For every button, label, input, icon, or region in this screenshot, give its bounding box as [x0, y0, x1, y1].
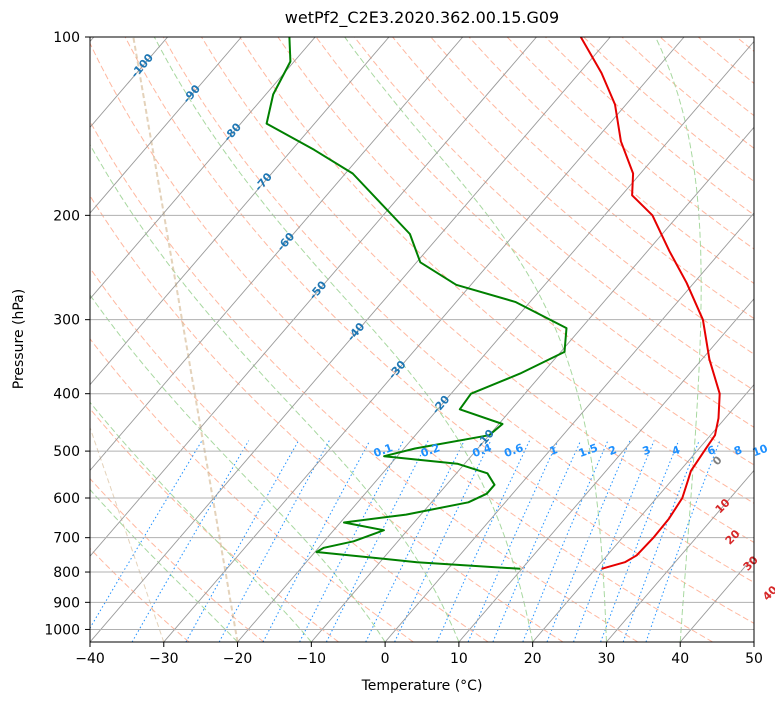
x-tick-label: −30 — [149, 651, 179, 667]
mixing-ratio-line — [365, 440, 465, 642]
x-tick-label: 50 — [745, 651, 763, 667]
isotherm — [90, 37, 390, 386]
mixing-ratio-label: 0.6 — [502, 441, 525, 460]
mixing-ratio-line — [622, 440, 700, 642]
mixing-ratio-label: 0.4 — [471, 441, 494, 460]
moist-adiabat — [655, 37, 702, 642]
mixing-ratio-line — [522, 440, 609, 642]
y-tick-label: 400 — [53, 387, 80, 403]
isotherm — [310, 126, 754, 642]
x-tick-label: −40 — [75, 651, 105, 667]
isotherm — [384, 212, 754, 642]
isotherm — [90, 37, 316, 300]
mixing-ratio-line — [131, 440, 250, 642]
chart-title: wetPf2_C2E3.2020.362.00.15.G09 — [284, 8, 560, 27]
dry-adiabat — [430, 37, 754, 320]
isotherm — [237, 40, 754, 642]
plot-background — [90, 37, 754, 642]
mixing-ratio-label: 0.1 — [372, 441, 395, 460]
mixing-ratio-line — [90, 440, 203, 630]
dry-adiabat — [354, 37, 754, 391]
dry-adiabat — [90, 477, 265, 642]
background-lines — [90, 37, 754, 642]
saturation-curve — [132, 37, 239, 642]
mixing-ratio-line — [185, 440, 300, 642]
isotherm — [606, 469, 754, 642]
mixing-ratio-line — [325, 440, 429, 642]
x-tick-label: −10 — [297, 651, 327, 667]
saturation-curve — [90, 426, 165, 642]
y-tick-label: 200 — [53, 208, 80, 224]
isotherm — [532, 383, 754, 642]
mixing-ratio-label: 6 — [706, 443, 718, 458]
y-tick-label: 900 — [53, 595, 80, 611]
moist-adiabat — [90, 488, 238, 642]
moist-adiabat — [90, 143, 460, 642]
mixing-ratio-label: 0.2 — [419, 441, 442, 460]
temperature-line — [579, 37, 721, 570]
moist-adiabat — [90, 294, 386, 642]
x-tick-label: 30 — [598, 651, 616, 667]
plot-frame — [89, 36, 755, 643]
isotherm — [90, 37, 537, 557]
dry-adiabat — [124, 37, 754, 624]
mixing-ratio-line — [645, 440, 721, 642]
axes: −40 −30 −20 −10 0 10 20 30 40 5010020030040050060… — [44, 30, 763, 667]
y-tick-label: 700 — [53, 531, 80, 547]
mixing-ratio-label: 1 — [548, 443, 560, 458]
isotherm — [458, 298, 754, 642]
isotherm — [753, 641, 754, 642]
moist-adiabat — [344, 37, 607, 642]
mixing-ratio-label: 2 — [607, 443, 619, 458]
y-tick-label: 100 — [53, 30, 80, 46]
dewpoint-line — [265, 37, 568, 570]
dry-adiabat — [90, 267, 489, 642]
y-tick-label: 1000 — [44, 622, 80, 638]
x-tick-label: 40 — [671, 651, 689, 667]
y-axis-label: Pressure (hPa) — [11, 288, 27, 390]
moist-adiabat — [153, 37, 534, 642]
x-tick-label: −20 — [223, 651, 253, 667]
isotherm — [90, 37, 464, 472]
sounding-profiles — [265, 37, 721, 570]
dry-adiabat — [90, 407, 339, 642]
isotherm — [90, 37, 242, 214]
mixing-ratio-line — [467, 440, 559, 642]
mixing-ratio-line — [436, 440, 531, 642]
isotherm — [163, 37, 685, 642]
dry-adiabat — [90, 120, 639, 642]
dry-adiabat — [315, 37, 754, 428]
y-tick-label: 800 — [53, 565, 80, 581]
isotherm — [90, 37, 611, 642]
x-axis-label: Temperature (°C) — [361, 678, 483, 694]
dry-adiabat — [90, 42, 713, 642]
y-tick-label: 300 — [53, 313, 80, 329]
mixing-ratio-label: 3 — [641, 443, 653, 458]
mixing-ratio-label: 8 — [732, 443, 744, 458]
y-tick-label: 600 — [53, 491, 80, 507]
x-tick-label: 10 — [450, 651, 468, 667]
mixing-ratio-line — [218, 440, 330, 642]
dry-adiabat — [90, 194, 564, 642]
mixing-ratio-line — [492, 440, 582, 642]
y-tick-label: 500 — [53, 444, 80, 460]
mixing-ratio-label: 10 — [751, 442, 770, 460]
mixing-ratio-label: 1.5 — [577, 441, 600, 460]
mixing-ratio-label: 4 — [670, 443, 682, 458]
dry-adiabat-label: 40 — [760, 583, 775, 603]
x-tick-label: 0 — [381, 651, 390, 667]
x-tick-label: 20 — [524, 651, 542, 667]
